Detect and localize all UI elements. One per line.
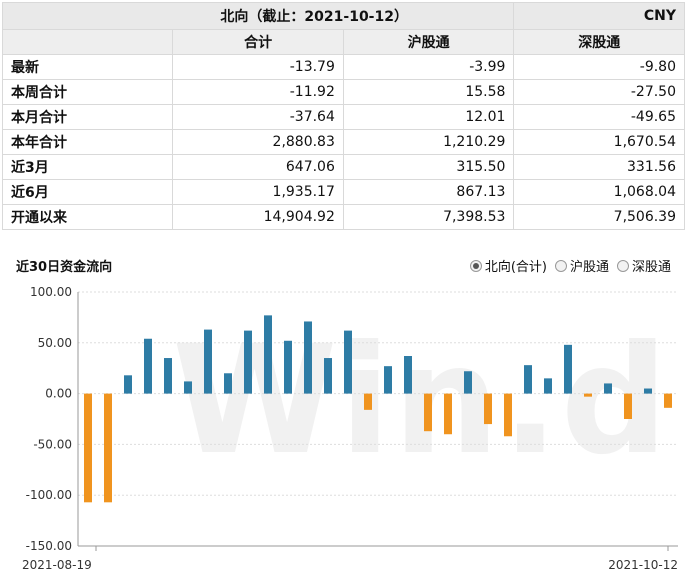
bar bbox=[264, 315, 272, 394]
bar bbox=[204, 329, 212, 394]
y-tick-label: -150.00 bbox=[26, 539, 72, 553]
currency-label: CNY bbox=[513, 2, 685, 30]
row-value: 1,210.29 bbox=[342, 129, 515, 155]
row-value: 867.13 bbox=[342, 179, 515, 205]
table-body: 最新 -13.79 -3.99 -9.80 本周合计 -11.92 15.58 -27.50 本… bbox=[1, 54, 685, 230]
y-tick-label: -100.00 bbox=[26, 488, 72, 502]
y-tick-label: 50.00 bbox=[38, 336, 72, 350]
bar bbox=[404, 356, 412, 394]
column-header-total: 合计 bbox=[172, 29, 344, 55]
row-label: 近6月 bbox=[1, 179, 174, 205]
row-value: -11.92 bbox=[172, 79, 344, 105]
row-label: 本月合计 bbox=[1, 104, 174, 130]
bar bbox=[244, 330, 252, 394]
bar bbox=[624, 393, 632, 419]
bar bbox=[284, 340, 292, 394]
bar bbox=[144, 338, 152, 394]
series-option-shanghai[interactable]: 沪股通 bbox=[554, 256, 609, 275]
bar bbox=[464, 371, 472, 394]
chart-title: 近30日资金流向 bbox=[16, 260, 113, 275]
series-option-total[interactable]: 北向(合计) bbox=[469, 256, 547, 275]
row-label: 本年合计 bbox=[1, 129, 174, 155]
bar bbox=[444, 393, 452, 435]
bar-chart: 100.00 50.00 0.00 -50.00 -100.00 -150.00 2021-… bbox=[22, 285, 678, 572]
y-tick-label: -50.00 bbox=[33, 437, 72, 451]
bar bbox=[224, 373, 232, 394]
table-row: 近3月 647.06 315.50 331.56 bbox=[1, 154, 685, 180]
y-tick-label: 0.00 bbox=[45, 387, 72, 401]
row-value: 1,935.17 bbox=[172, 179, 344, 205]
radio-selected-icon[interactable] bbox=[469, 259, 482, 272]
bar bbox=[544, 378, 552, 394]
row-value: 1,670.54 bbox=[513, 129, 685, 155]
row-value: 331.56 bbox=[513, 154, 685, 180]
row-value: -13.79 bbox=[172, 54, 344, 80]
bar bbox=[504, 393, 512, 437]
row-label: 近3月 bbox=[1, 154, 174, 180]
row-value: -37.64 bbox=[172, 104, 344, 130]
table-title-row: 北向（截止：2021-10-12） CNY bbox=[1, 2, 685, 30]
row-value: -3.99 bbox=[342, 54, 515, 80]
row-value: 647.06 bbox=[172, 154, 344, 180]
bar bbox=[604, 383, 612, 394]
bar bbox=[364, 393, 372, 410]
bar bbox=[424, 393, 432, 432]
table-title: 北向（截止：2021-10-12） bbox=[1, 2, 515, 30]
bar bbox=[644, 388, 652, 394]
x-start-label: 2021-08-19 bbox=[22, 558, 92, 572]
bar bbox=[384, 366, 392, 394]
x-end-label: 2021-10-12 bbox=[608, 558, 678, 572]
column-header-shanghai: 沪股通 bbox=[342, 29, 515, 55]
y-tick-label: 100.00 bbox=[30, 285, 72, 299]
series-selector: 北向(合计) 沪股通 深股通 bbox=[469, 256, 671, 275]
table-row: 本月合计 -37.64 12.01 -49.65 bbox=[1, 104, 685, 130]
table-row: 开通以来 14,904.92 7,398.53 7,506.39 bbox=[1, 204, 685, 230]
radio-icon[interactable] bbox=[554, 259, 567, 272]
bar bbox=[164, 358, 172, 394]
row-value: -27.50 bbox=[513, 79, 685, 105]
bar bbox=[304, 321, 312, 394]
row-value: 7,398.53 bbox=[342, 204, 515, 230]
radio-icon[interactable] bbox=[616, 259, 629, 272]
column-header-shenzhen: 深股通 bbox=[513, 29, 685, 55]
column-header-row: 合计 沪股通 深股通 bbox=[1, 29, 685, 55]
table-row: 本年合计 2,880.83 1,210.29 1,670.54 bbox=[1, 129, 685, 155]
bar bbox=[124, 375, 132, 394]
corner-cell bbox=[1, 29, 174, 55]
bar bbox=[324, 358, 332, 394]
bar bbox=[84, 393, 92, 503]
flow-chart-panel: Win.d 近30日资金流向 北向(合计) 沪股通 深股通 100.00 50.0… bbox=[2, 244, 685, 585]
bar bbox=[484, 393, 492, 425]
series-option-label: 沪股通 bbox=[569, 260, 609, 275]
table-row: 本周合计 -11.92 15.58 -27.50 bbox=[1, 79, 685, 105]
bar bbox=[524, 365, 532, 394]
row-value: 12.01 bbox=[342, 104, 515, 130]
northbound-summary-table: 北向（截止：2021-10-12） CNY 合计 沪股通 深股通 最新 -13.7… bbox=[1, 2, 685, 230]
bar bbox=[184, 381, 192, 394]
row-value: 14,904.92 bbox=[172, 204, 344, 230]
row-value: 315.50 bbox=[342, 154, 515, 180]
bar bbox=[344, 330, 352, 394]
row-value: 1,068.04 bbox=[513, 179, 685, 205]
bar bbox=[664, 393, 672, 408]
row-value: -9.80 bbox=[513, 54, 685, 80]
bar bbox=[564, 344, 572, 394]
row-value: -49.65 bbox=[513, 104, 685, 130]
series-option-shenzhen[interactable]: 深股通 bbox=[616, 256, 671, 275]
row-value: 2,880.83 bbox=[172, 129, 344, 155]
table-row: 近6月 1,935.17 867.13 1,068.04 bbox=[1, 179, 685, 205]
row-label: 本周合计 bbox=[1, 79, 174, 105]
row-value: 7,506.39 bbox=[513, 204, 685, 230]
row-value: 15.58 bbox=[342, 79, 515, 105]
row-label: 开通以来 bbox=[1, 204, 174, 230]
row-label: 最新 bbox=[1, 54, 174, 80]
table-row: 最新 -13.79 -3.99 -9.80 bbox=[1, 54, 685, 80]
bar bbox=[584, 393, 592, 397]
bar bbox=[104, 393, 112, 503]
series-option-label: 深股通 bbox=[631, 260, 671, 275]
series-option-label: 北向(合计) bbox=[484, 260, 547, 275]
